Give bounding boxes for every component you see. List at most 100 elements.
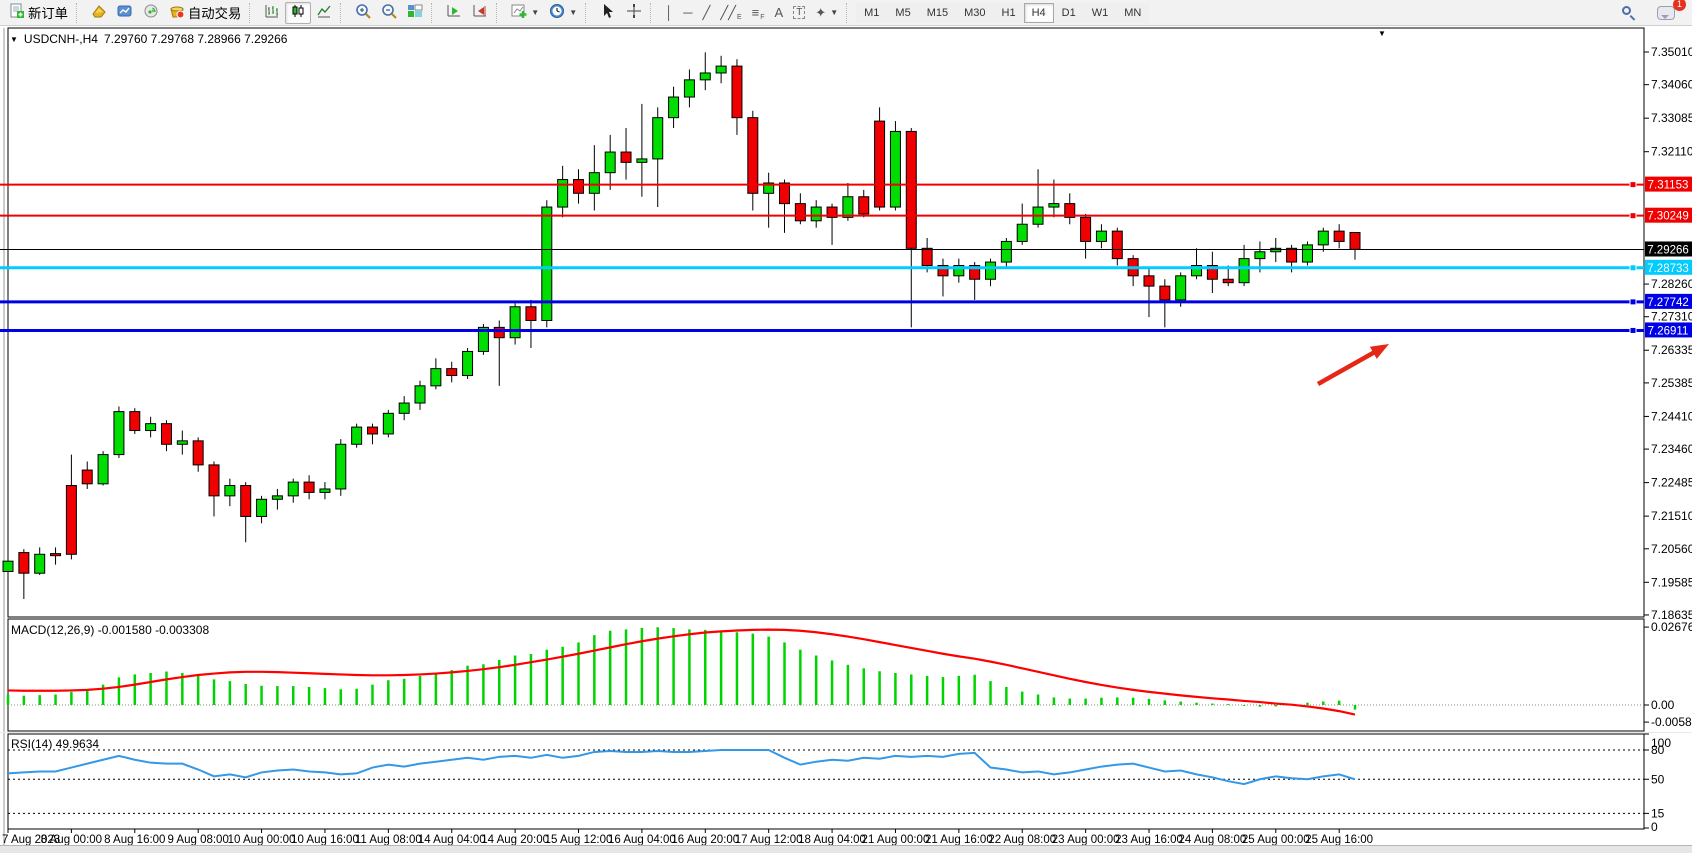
svg-text:0: 0 [1651,820,1658,834]
svg-text:7.18635: 7.18635 [1651,608,1692,622]
text-button[interactable]: A [770,2,789,24]
cursor-icon [600,3,616,22]
svg-text:21 Aug 16:00: 21 Aug 16:00 [925,834,993,845]
toolbar: 新订单 自动交易 ▼ ▼ │ ─ ╱ ╱╱ E ≡ F A T ✦ ▼ [0,0,1692,26]
tile-windows-icon [407,3,423,22]
svg-text:9 Aug 08:00: 9 Aug 08:00 [167,834,228,845]
bar-chart-icon [264,3,280,22]
channel-button[interactable]: ╱╱ E [715,2,746,24]
svg-text:25 Aug 16:00: 25 Aug 16:00 [1305,834,1373,845]
svg-text:21 Aug 00:00: 21 Aug 00:00 [862,834,930,845]
vertical-line-button[interactable]: │ [660,2,678,24]
crosshair-button[interactable] [621,2,647,24]
svg-text:7.28733: 7.28733 [1647,263,1689,275]
chart-ohlc-values: 7.29760 7.29768 7.28966 7.29266 [103,32,288,46]
candlestick-icon [290,3,306,22]
svg-text:24 Aug 08:00: 24 Aug 08:00 [1179,834,1247,845]
chat-icon [1657,5,1675,20]
chart-canvas[interactable]: 7.35010 7.34060 7.33085 7.32110 7.28260 7.273… [0,27,1692,845]
zoom-out-button[interactable] [376,2,402,24]
fibonacci-button[interactable]: ≡ F [747,2,770,24]
svg-text:17 Aug 12:00: 17 Aug 12:00 [735,834,803,845]
chevron-down-icon: ▼ [830,8,839,17]
svg-text:7.35010: 7.35010 [1651,45,1692,59]
svg-text:15: 15 [1651,806,1665,820]
line-chart-icon [316,3,332,22]
zoom-in-button[interactable] [350,2,376,24]
autotrading-icon [169,3,185,22]
navigator-icon [117,3,133,22]
auto-scroll-button[interactable] [441,2,467,24]
terminal-button[interactable] [138,2,164,24]
trendline-button[interactable]: ╱ [697,2,715,24]
chart-shift-button[interactable] [467,2,493,24]
fibonacci-icon: ≡ [751,5,760,20]
svg-text:0.026764: 0.026764 [1651,620,1692,634]
svg-text:7.28260: 7.28260 [1651,277,1692,291]
candlestick-button[interactable] [285,1,312,24]
search-icon [1621,5,1637,21]
chart-area[interactable]: 7.35010 7.34060 7.33085 7.32110 7.28260 7.273… [0,27,1692,845]
text-label-button[interactable]: T [788,2,810,24]
line-chart-button[interactable] [311,2,337,24]
zoom-out-icon [381,3,398,22]
chevron-down-icon: ▼ [569,8,578,17]
svg-text:11 Aug 08:00: 11 Aug 08:00 [355,834,422,845]
notification-badge: 1 [1673,0,1686,11]
svg-text:7.33085: 7.33085 [1651,111,1692,125]
horizontal-line-button[interactable]: ─ [678,2,697,24]
arrows-button[interactable]: ✦ ▼ [810,2,843,24]
svg-text:14 Aug 04:00: 14 Aug 04:00 [418,834,486,845]
navigator-button[interactable] [112,2,138,24]
timeframe-button-M30[interactable]: M30 [956,2,994,23]
svg-text:7.30249: 7.30249 [1647,211,1689,223]
toolbar-separator [75,2,82,23]
svg-text:10 Aug 16:00: 10 Aug 16:00 [291,834,359,845]
new-order-button[interactable]: 新订单 [4,2,73,24]
svg-text:7.29266: 7.29266 [1647,244,1689,256]
timeframe-button-MN[interactable]: MN [1116,2,1150,23]
svg-text:7.21510: 7.21510 [1651,509,1692,523]
periods-button[interactable]: ▼ [544,2,582,24]
svg-text:7.26911: 7.26911 [1648,325,1689,337]
timeframe-button-D1[interactable]: D1 [1053,2,1084,23]
svg-text:16 Aug 20:00: 16 Aug 20:00 [671,834,739,845]
market-watch-button[interactable] [86,2,112,24]
svg-text:7 Aug 2023: 7 Aug 2023 [2,834,60,845]
autotrading-button[interactable]: 自动交易 [164,2,246,24]
toolbar-separator [846,2,852,23]
chat-button[interactable]: 1 [1652,0,1686,24]
svg-text:18 Aug 04:00: 18 Aug 04:00 [798,834,866,845]
timeframe-button-H1[interactable]: H1 [993,2,1024,23]
autotrading-label: 自动交易 [187,6,242,21]
svg-text:100: 100 [1651,736,1671,750]
search-button[interactable] [1616,2,1642,24]
indicators-icon [511,3,527,22]
timeframe-button-H4[interactable]: H4 [1023,2,1054,23]
bar-chart-button[interactable] [259,2,285,24]
toolbar-separator [249,2,255,23]
chart-title: ▼ USDCNH-,H4 7.29760 7.29768 7.28966 7.2… [10,32,287,46]
horizontal-line-icon: ─ [683,5,693,20]
timeframe-buttons: M1 M5 M15 M30 H1 H4 D1 W1 MN [856,2,1150,23]
timeframe-button-M5[interactable]: M5 [887,2,919,23]
rsi-indicator-label: RSI(14) 49.9634 [11,737,100,751]
svg-text:7.20560: 7.20560 [1651,542,1692,556]
chart-menu-icon[interactable]: ▼ [10,34,18,44]
toolbar-separator [585,2,591,23]
indicators-button[interactable]: ▼ [506,2,544,24]
timeframe-button-M1[interactable]: M1 [856,2,888,23]
svg-text:7.27742: 7.27742 [1647,297,1689,309]
timeframe-button-M15[interactable]: M15 [918,2,957,23]
timeframe-button-W1[interactable]: W1 [1083,2,1117,23]
window-edge [0,845,1692,853]
shift-marker-icon[interactable]: ▼ [1378,29,1386,38]
chevron-down-icon: ▼ [531,8,540,17]
svg-text:7.34060: 7.34060 [1651,78,1692,92]
tile-windows-button[interactable] [402,2,428,24]
cursor-button[interactable] [595,2,621,24]
svg-text:15 Aug 12:00: 15 Aug 12:00 [545,834,613,845]
svg-text:16 Aug 04:00: 16 Aug 04:00 [608,834,676,845]
text-label-icon: T [793,6,806,19]
